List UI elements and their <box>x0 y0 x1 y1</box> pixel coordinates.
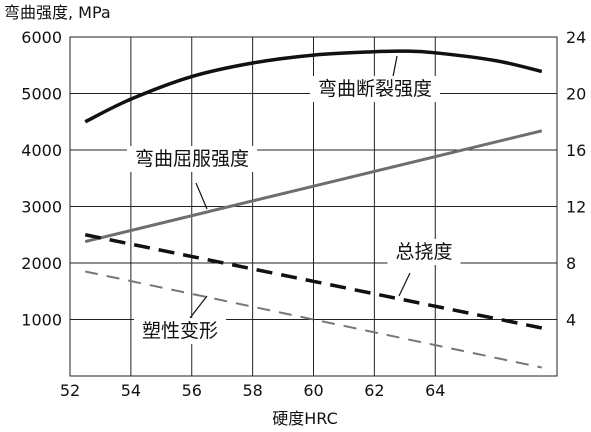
x-tick-label: 60 <box>303 381 323 400</box>
x-tick-label: 62 <box>364 381 384 400</box>
x-tick-label: 54 <box>121 381 141 400</box>
label-background <box>387 239 461 265</box>
tick-labels: 52 54 56 58 60 62 64 1000 2000 3000 4000 5000 6000 4 8… <box>21 28 586 400</box>
series-line <box>84 129 543 243</box>
y2-tick-label: 24 <box>566 28 586 47</box>
x-axis-title: 硬度HRC <box>272 409 338 428</box>
y2-tick-label: 16 <box>566 141 586 160</box>
series-label: 总挠度 <box>395 241 452 263</box>
series-layer <box>84 49 543 369</box>
y2-tick-label: 20 <box>566 85 586 104</box>
y-tick-label: 3000 <box>21 198 62 217</box>
y-axis-title: 弯曲强度, MPa <box>4 3 111 22</box>
series-line <box>84 233 543 330</box>
series-label: 弯曲屈服强度 <box>135 148 249 170</box>
y2-tick-label: 12 <box>566 198 586 217</box>
y2-tick-label: 8 <box>566 254 576 273</box>
label-pointer <box>398 272 411 297</box>
y-tick-label: 1000 <box>21 311 62 330</box>
y-tick-label: 6000 <box>21 28 62 47</box>
label-background <box>310 76 440 102</box>
label-pointer <box>195 182 208 210</box>
x-tick-label: 64 <box>425 381 445 400</box>
series-label: 塑性变形 <box>142 320 218 342</box>
y-tick-label: 4000 <box>21 141 62 160</box>
y-tick-label: 2000 <box>21 254 62 273</box>
x-tick-label: 56 <box>182 381 202 400</box>
label-pointer <box>189 295 208 319</box>
x-tick-label: 52 <box>60 381 80 400</box>
y-tick-label: 5000 <box>21 85 62 104</box>
series-line <box>85 270 542 369</box>
series-line <box>84 49 543 124</box>
label-background <box>134 318 226 344</box>
label-background <box>127 146 257 172</box>
series-label: 弯曲断裂强度 <box>318 78 432 100</box>
y2-tick-label: 4 <box>566 311 576 330</box>
x-tick-label: 58 <box>242 381 262 400</box>
